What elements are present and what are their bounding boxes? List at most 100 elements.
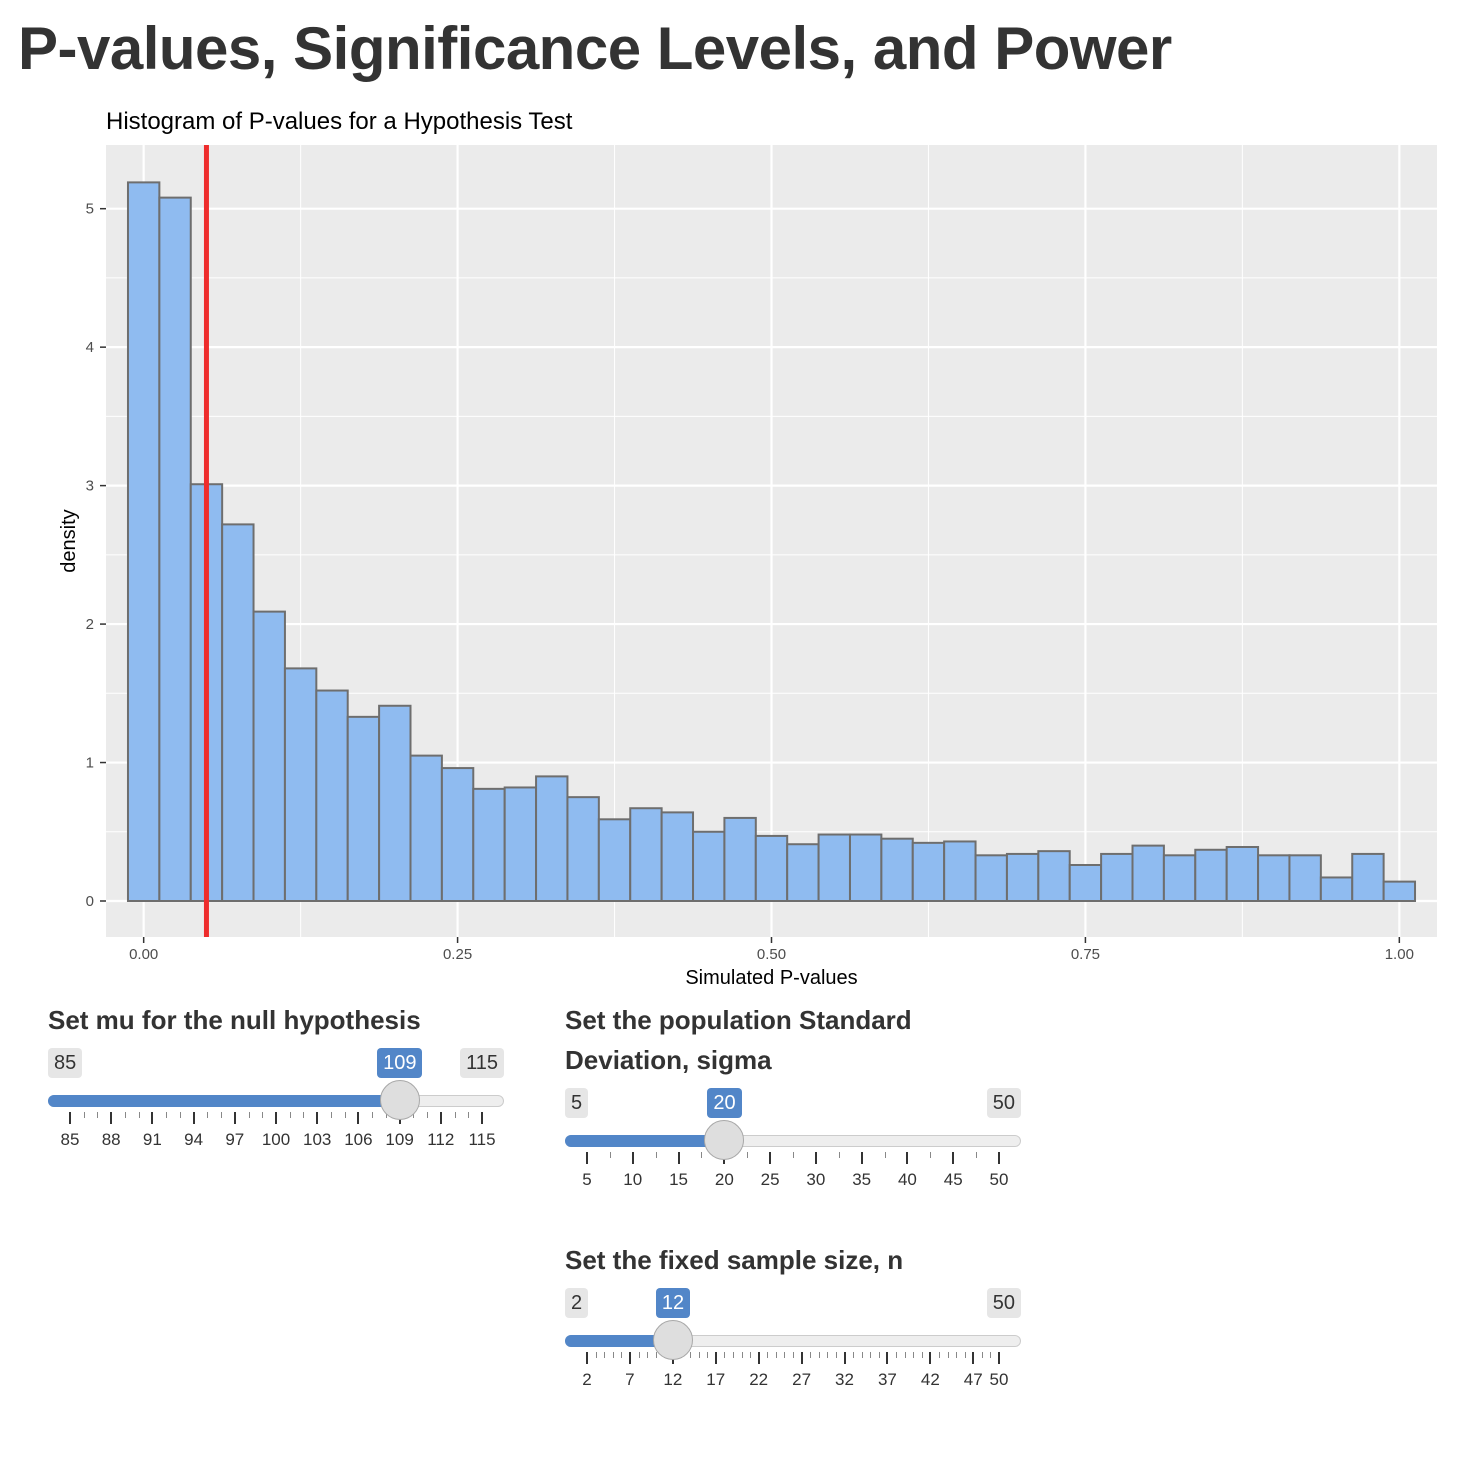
histogram-bar	[1005, 852, 1040, 903]
n-minor-tick	[647, 1352, 649, 1358]
histogram-bar	[817, 833, 851, 902]
mu-major-tick	[481, 1112, 483, 1124]
y-tick-label: 5	[86, 201, 94, 218]
n-tick-label: 2	[582, 1370, 592, 1389]
mu-max-badge: 115	[460, 1048, 504, 1078]
n-tick-label: 37	[877, 1370, 897, 1389]
n-tick-label: 32	[835, 1370, 854, 1389]
n-minor-tick	[921, 1352, 923, 1358]
sigma-major-tick	[998, 1152, 1000, 1164]
chart-title: Histogram of P-values for a Hypothesis T…	[106, 108, 573, 135]
mu-minor-tick	[344, 1112, 346, 1118]
histogram-bar	[974, 854, 1008, 902]
n-major-tick	[800, 1352, 803, 1364]
mu-minor-tick	[166, 1112, 168, 1118]
n-slider[interactable]: 2 50 12 2 7 12 17 22 27 32 37 42 47 50	[565, 1288, 1021, 1398]
mu-minor-tick	[454, 1112, 456, 1118]
sigma-slider-label-line2: Deviation, sigma	[565, 1045, 772, 1075]
mu-major-tick	[192, 1112, 195, 1124]
sigma-minor-tick	[701, 1152, 703, 1158]
sigma-major-tick	[860, 1152, 863, 1164]
n-track-fill	[565, 1335, 673, 1347]
histogram-bar	[315, 689, 349, 902]
n-tick-scale: 2 7 12 17 22 27 32 37 42 47 50	[565, 1352, 1021, 1392]
mu-major-tick	[439, 1112, 442, 1124]
n-major-tick	[972, 1352, 975, 1364]
sigma-minor-tick	[884, 1152, 886, 1158]
histogram-bar	[1319, 876, 1354, 903]
histogram-bar	[629, 807, 663, 903]
n-minor-tick	[732, 1352, 734, 1358]
n-tick-label: 47	[963, 1370, 983, 1389]
pvalue-histogram: Histogram of P-values for a Hypothesis T…	[58, 108, 1437, 989]
n-minor-tick	[810, 1352, 812, 1358]
y-tick-label: 3	[86, 478, 94, 495]
histogram-bar	[723, 816, 757, 903]
n-tick-label: 42	[920, 1370, 940, 1389]
histogram-bar	[1257, 854, 1291, 902]
sigma-minor-tick	[930, 1152, 932, 1158]
histogram-bar	[1037, 850, 1071, 903]
histogram-bar	[660, 811, 695, 903]
n-minor-tick	[690, 1352, 691, 1358]
n-minor-tick	[793, 1352, 794, 1358]
histogram-bar	[1225, 846, 1260, 902]
histogram-bar	[126, 181, 161, 902]
histogram-bar	[1100, 852, 1134, 903]
sigma-tick-label: 20	[714, 1170, 734, 1189]
histogram-bar	[880, 837, 914, 903]
sigma-tick-label: 5	[582, 1170, 592, 1189]
sigma-handle[interactable]	[704, 1120, 745, 1160]
n-minor-tick	[870, 1352, 872, 1358]
mu-tick-label: 91	[142, 1130, 162, 1149]
mu-minor-tick	[262, 1112, 264, 1118]
mu-tick-label: 85	[60, 1130, 80, 1149]
mu-minor-tick	[83, 1112, 85, 1118]
histogram-bar	[566, 796, 600, 903]
n-minor-tick	[913, 1352, 915, 1358]
n-minor-tick	[878, 1352, 880, 1358]
histogram-bar	[1162, 854, 1197, 902]
mu-tick-label: 109	[385, 1130, 414, 1149]
n-minor-tick	[904, 1352, 906, 1358]
mu-track-fill	[48, 1095, 400, 1107]
mu-slider[interactable]: 85 115 109 85 88 91 94 97 100 103 106 109 112 115	[48, 1048, 504, 1158]
histogram-bar	[1068, 864, 1103, 902]
sigma-slider[interactable]: 5 50 20 5 10 15 20 25 30 35 40 45 50	[565, 1088, 1021, 1198]
sigma-tick-label: 50	[989, 1170, 1009, 1189]
sigma-minor-tick	[655, 1152, 657, 1158]
histogram-bar	[346, 715, 381, 902]
histogram-bar	[378, 704, 412, 902]
mu-minor-tick	[179, 1112, 181, 1118]
n-minor-tick	[655, 1352, 657, 1358]
n-tick-label: 27	[792, 1370, 812, 1389]
mu-tick-label: 94	[184, 1130, 204, 1149]
n-minor-tick	[750, 1352, 752, 1358]
sigma-max-badge: 50	[986, 1088, 1021, 1118]
n-handle[interactable]	[652, 1320, 693, 1360]
mu-minor-tick	[330, 1112, 332, 1118]
mu-slider-group: Set mu for the null hypothesis 85 115 109 8…	[48, 1000, 504, 1158]
sigma-major-tick	[769, 1152, 772, 1164]
n-max-badge: 50	[986, 1288, 1021, 1318]
x-tick-label: 0.25	[443, 946, 472, 963]
mu-handle[interactable]	[379, 1080, 420, 1120]
sigma-major-tick	[952, 1152, 955, 1164]
mu-minor-tick	[303, 1112, 305, 1118]
n-minor-tick	[612, 1352, 614, 1358]
sigma-major-tick	[814, 1152, 817, 1164]
histogram-bar	[535, 775, 569, 903]
mu-major-tick	[151, 1112, 154, 1124]
n-major-tick	[714, 1352, 717, 1364]
mu-tick-scale: 85 88 91 94 97 100 103 106 109 112 115	[48, 1112, 504, 1152]
mu-minor-tick	[207, 1112, 209, 1118]
histogram-bar	[221, 523, 255, 902]
sigma-minor-tick	[793, 1152, 794, 1158]
n-minor-tick	[818, 1352, 820, 1358]
sigma-tick-label: 30	[806, 1170, 826, 1189]
n-minor-tick	[638, 1352, 640, 1358]
n-tick-label: 17	[706, 1370, 726, 1389]
sigma-slider-label-line1: Set the population Standard	[565, 1005, 912, 1035]
n-minor-tick	[861, 1352, 863, 1358]
mu-major-tick	[357, 1112, 360, 1124]
